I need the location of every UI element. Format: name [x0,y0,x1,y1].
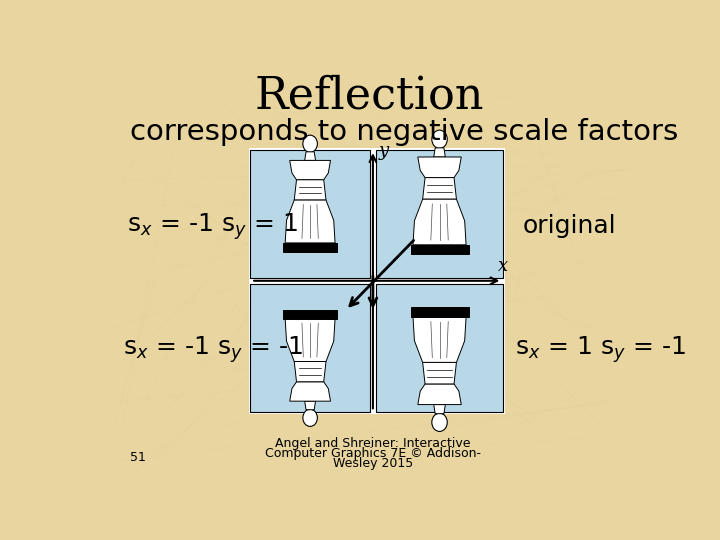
Text: Angel and Shreiner: Interactive: Angel and Shreiner: Interactive [275,437,471,450]
Polygon shape [305,152,315,160]
Text: s$_x$ = -1 s$_y$ = -1: s$_x$ = -1 s$_y$ = -1 [122,334,302,365]
Polygon shape [305,401,315,410]
Polygon shape [410,245,469,254]
Polygon shape [423,178,456,199]
Polygon shape [294,180,326,200]
Ellipse shape [303,409,318,427]
Text: original: original [523,214,616,239]
Bar [376,284,503,412]
Polygon shape [423,362,456,384]
Bar [249,148,505,414]
Polygon shape [418,384,462,404]
Polygon shape [283,243,338,252]
Text: x: x [498,257,508,275]
Text: s$_x$ = 1 s$_y$ = -1: s$_x$ = 1 s$_y$ = -1 [515,334,685,365]
Text: Reflection: Reflection [254,74,484,117]
Text: corresponds to negative scale factors: corresponds to negative scale factors [130,118,678,146]
Polygon shape [289,382,330,401]
Bar [251,284,370,412]
Polygon shape [413,199,466,245]
Polygon shape [433,148,446,157]
Ellipse shape [303,135,318,152]
Ellipse shape [432,130,447,148]
Polygon shape [410,307,469,317]
Text: Wesley 2015: Wesley 2015 [333,457,413,470]
Text: s$_x$ = -1 s$_y$ = 1: s$_x$ = -1 s$_y$ = 1 [127,211,298,242]
Ellipse shape [432,413,447,431]
Polygon shape [285,200,335,243]
Text: 51: 51 [130,451,146,464]
Polygon shape [285,319,335,361]
Polygon shape [433,404,446,414]
Polygon shape [418,157,462,178]
Polygon shape [294,361,326,382]
Text: Computer Graphics 7E © Addison-: Computer Graphics 7E © Addison- [265,447,481,460]
Bar [251,150,370,278]
Bar [376,150,503,278]
Polygon shape [283,309,338,319]
Polygon shape [289,160,330,180]
Polygon shape [413,317,466,362]
Text: y: y [378,141,389,160]
